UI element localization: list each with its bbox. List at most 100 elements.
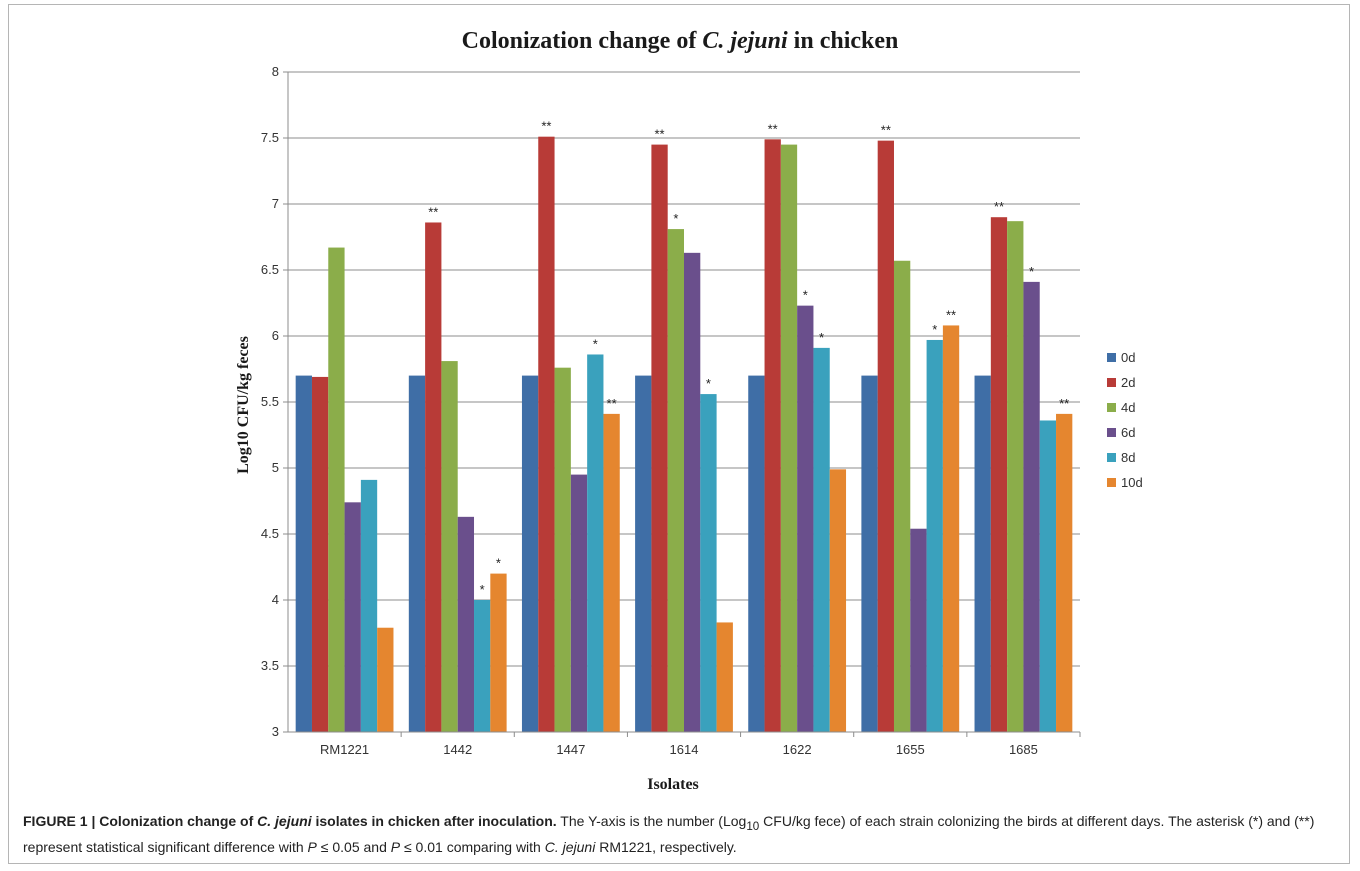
caption-title-species: C. jejuni <box>257 813 312 829</box>
y-tick-label: 4 <box>272 592 279 607</box>
significance-marker: * <box>593 336 598 351</box>
significance-marker: * <box>932 322 937 337</box>
bar <box>441 361 458 732</box>
significance-marker: * <box>496 556 501 571</box>
legend-swatch <box>1107 478 1116 487</box>
caption-p-rel-1: ≤ 0.05 and <box>316 838 391 855</box>
bar <box>603 413 620 732</box>
bar <box>861 375 878 732</box>
significance-marker: * <box>480 582 485 597</box>
bar <box>667 229 684 732</box>
caption-sub-10: 10 <box>746 819 760 833</box>
figure-caption: FIGURE 1 | Colonization change of C. jej… <box>23 811 1353 858</box>
y-axis-label: Log10 CFU/kg feces <box>235 336 252 474</box>
legend-swatch <box>1107 453 1116 462</box>
bar <box>377 627 394 732</box>
bar <box>780 144 798 733</box>
legend-swatch <box>1107 353 1116 362</box>
significance-marker: * <box>1029 264 1034 279</box>
bar <box>311 376 329 732</box>
bar <box>974 375 991 732</box>
significance-markers: *************************** <box>428 119 1069 597</box>
x-tick-label: 1622 <box>783 742 812 757</box>
legend-swatch <box>1107 403 1116 412</box>
bar <box>684 252 701 732</box>
y-tick-label: 5.5 <box>261 394 279 409</box>
bar <box>926 339 943 732</box>
caption-species: C. jejuni <box>544 838 596 855</box>
significance-marker: ** <box>541 119 551 134</box>
bar <box>635 375 652 732</box>
x-axis-label: Isolates <box>647 776 699 793</box>
significance-marker: ** <box>654 127 664 142</box>
y-tick-label: 8 <box>272 64 279 79</box>
significance-marker: ** <box>768 121 778 136</box>
caption-p-1: P <box>307 838 317 855</box>
bar <box>425 222 442 733</box>
caption-p-2: P <box>390 838 401 855</box>
legend-label: 10d <box>1121 475 1143 490</box>
caption-figure-label: FIGURE 1 | <box>23 813 100 829</box>
legend: 0d 2d 4d 6d 8d 10d <box>1107 350 1143 490</box>
caption-title-part2: isolates in chicken after inoculation. <box>311 813 557 829</box>
bar <box>651 144 668 733</box>
bar <box>829 469 847 732</box>
bar-chart: Colonization change of C. jejuni in chic… <box>235 28 1143 793</box>
significance-marker: ** <box>428 204 438 219</box>
significance-marker: ** <box>607 396 617 411</box>
significance-marker: ** <box>946 307 956 322</box>
caption-title-part1: Colonization change of <box>99 813 258 829</box>
figure-frame: Colonization change of C. jejuni in chic… <box>8 4 1350 864</box>
bar <box>490 573 507 732</box>
significance-marker: * <box>673 211 678 226</box>
x-tick-label: 1685 <box>1009 742 1038 757</box>
x-tick-label: 1442 <box>443 742 472 757</box>
legend-label: 8d <box>1121 450 1135 465</box>
y-tick-label: 6 <box>272 328 279 343</box>
significance-marker: ** <box>994 199 1004 214</box>
caption-p-rel-2: ≤ 0.01 comparing with <box>400 838 545 855</box>
bar <box>1023 281 1040 732</box>
legend-swatch <box>1107 378 1116 387</box>
bar <box>748 375 765 732</box>
bar <box>570 474 588 732</box>
legend-swatch <box>1107 428 1116 437</box>
bar <box>1007 221 1024 732</box>
bar <box>587 354 604 732</box>
legend-label: 0d <box>1121 350 1135 365</box>
bar <box>408 375 426 732</box>
bar <box>474 600 491 732</box>
bar <box>344 502 361 732</box>
bar <box>893 260 911 732</box>
bar <box>910 528 927 732</box>
legend-label: 2d <box>1121 375 1135 390</box>
caption-text-3: RM1221, respectively. <box>595 838 737 855</box>
bar <box>521 375 539 732</box>
bar <box>328 247 345 732</box>
bar <box>942 325 960 732</box>
significance-marker: * <box>706 376 711 391</box>
bar <box>1056 413 1073 732</box>
bar <box>797 305 814 732</box>
bar <box>877 140 894 732</box>
bar <box>990 217 1008 732</box>
bar <box>764 139 781 732</box>
y-tick-label: 3 <box>272 724 279 739</box>
y-tick-label: 5 <box>272 460 279 475</box>
bar <box>295 375 312 732</box>
y-tick-label: 4.5 <box>261 526 279 541</box>
bar <box>538 136 555 732</box>
x-tick-label: 1447 <box>556 742 585 757</box>
x-tick-label: 1655 <box>896 742 925 757</box>
bar <box>1039 420 1057 732</box>
y-tick-label: 6.5 <box>261 262 279 277</box>
significance-marker: * <box>819 330 824 345</box>
legend-label: 6d <box>1121 425 1135 440</box>
bars <box>295 136 1073 733</box>
significance-marker: ** <box>1059 396 1069 411</box>
legend-label: 4d <box>1121 400 1135 415</box>
bar <box>716 622 733 732</box>
significance-marker: ** <box>881 123 891 138</box>
caption-text-2: CFU/kg fece) of each strain colonizing t… <box>23 813 1315 855</box>
y-tick-label: 3.5 <box>261 658 279 673</box>
